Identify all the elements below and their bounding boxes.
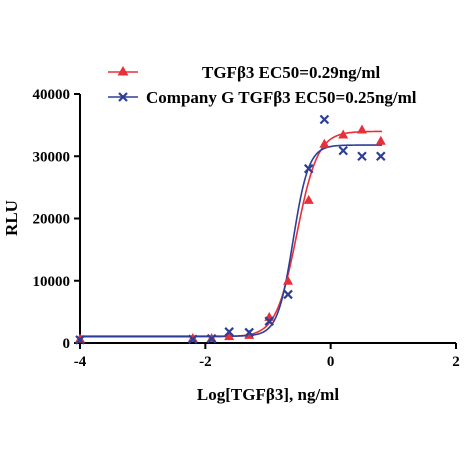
y-ticks: 0 10000 20000 30000 40000 xyxy=(33,87,80,352)
y-axis-title: RLU xyxy=(2,200,21,236)
data-point-series-1 xyxy=(188,334,198,345)
data-point-series-0 xyxy=(338,129,349,139)
data-point-series-1 xyxy=(357,151,367,162)
data-point-series-1 xyxy=(319,114,330,125)
y-tick-label: 0 xyxy=(63,336,71,352)
axes: 0 10000 20000 30000 40000 -4 -2 0 2 RLU Log[TGF… xyxy=(2,87,460,404)
x-tick-label: -4 xyxy=(74,354,87,370)
legend-label-company-g: Company G TGFβ3 EC50=0.25ng/ml xyxy=(146,88,417,107)
x-tick-label: -2 xyxy=(199,354,212,370)
legend-label-tgfb3: TGFβ3 EC50=0.29ng/ml xyxy=(202,63,381,82)
plot-area xyxy=(75,114,386,345)
legend-marker-tgfb3 xyxy=(117,66,129,76)
data-point-series-1 xyxy=(303,163,314,174)
data-point-series-0 xyxy=(264,311,275,321)
y-tick-label: 30000 xyxy=(33,149,71,165)
y-tick-label: 40000 xyxy=(33,87,71,103)
data-point-series-0 xyxy=(375,135,386,145)
data-point-series-0 xyxy=(187,333,198,343)
fit-curve-series-0 xyxy=(80,130,383,338)
data-point-series-0 xyxy=(283,275,294,285)
x-tick-label: 0 xyxy=(327,354,335,370)
data-point-series-1 xyxy=(75,335,85,345)
data-point-series-0 xyxy=(224,331,235,341)
data-point-series-1 xyxy=(264,316,275,326)
data-point-series-1 xyxy=(244,327,254,338)
legend: TGFβ3 EC50=0.29ng/ml Company G TGFβ3 EC5… xyxy=(108,63,417,107)
y-tick-label: 20000 xyxy=(33,212,71,228)
data-point-series-1 xyxy=(206,333,217,344)
x-axis-title: Log[TGFβ3], ng/ml xyxy=(197,385,339,404)
data-point-series-1 xyxy=(338,145,348,156)
legend-item-tgfb3: TGFβ3 EC50=0.29ng/ml xyxy=(108,63,381,82)
data-point-series-0 xyxy=(303,194,314,204)
legend-marker-company-g xyxy=(118,92,128,102)
x-tick-label: 2 xyxy=(452,354,460,370)
y-tick-label: 10000 xyxy=(33,274,71,290)
data-point-series-0 xyxy=(319,138,330,148)
data-point-series-1 xyxy=(224,327,234,337)
data-point-series-0 xyxy=(75,333,85,343)
legend-item-company-g: Company G TGFβ3 EC50=0.25ng/ml xyxy=(108,88,417,107)
data-point-series-0 xyxy=(357,124,367,134)
data-point-series-1 xyxy=(283,289,293,300)
x-ticks: -4 -2 0 2 xyxy=(74,343,460,370)
data-point-series-1 xyxy=(376,151,386,162)
fit-curve-series-1 xyxy=(80,144,383,337)
data-point-series-0 xyxy=(244,329,255,339)
